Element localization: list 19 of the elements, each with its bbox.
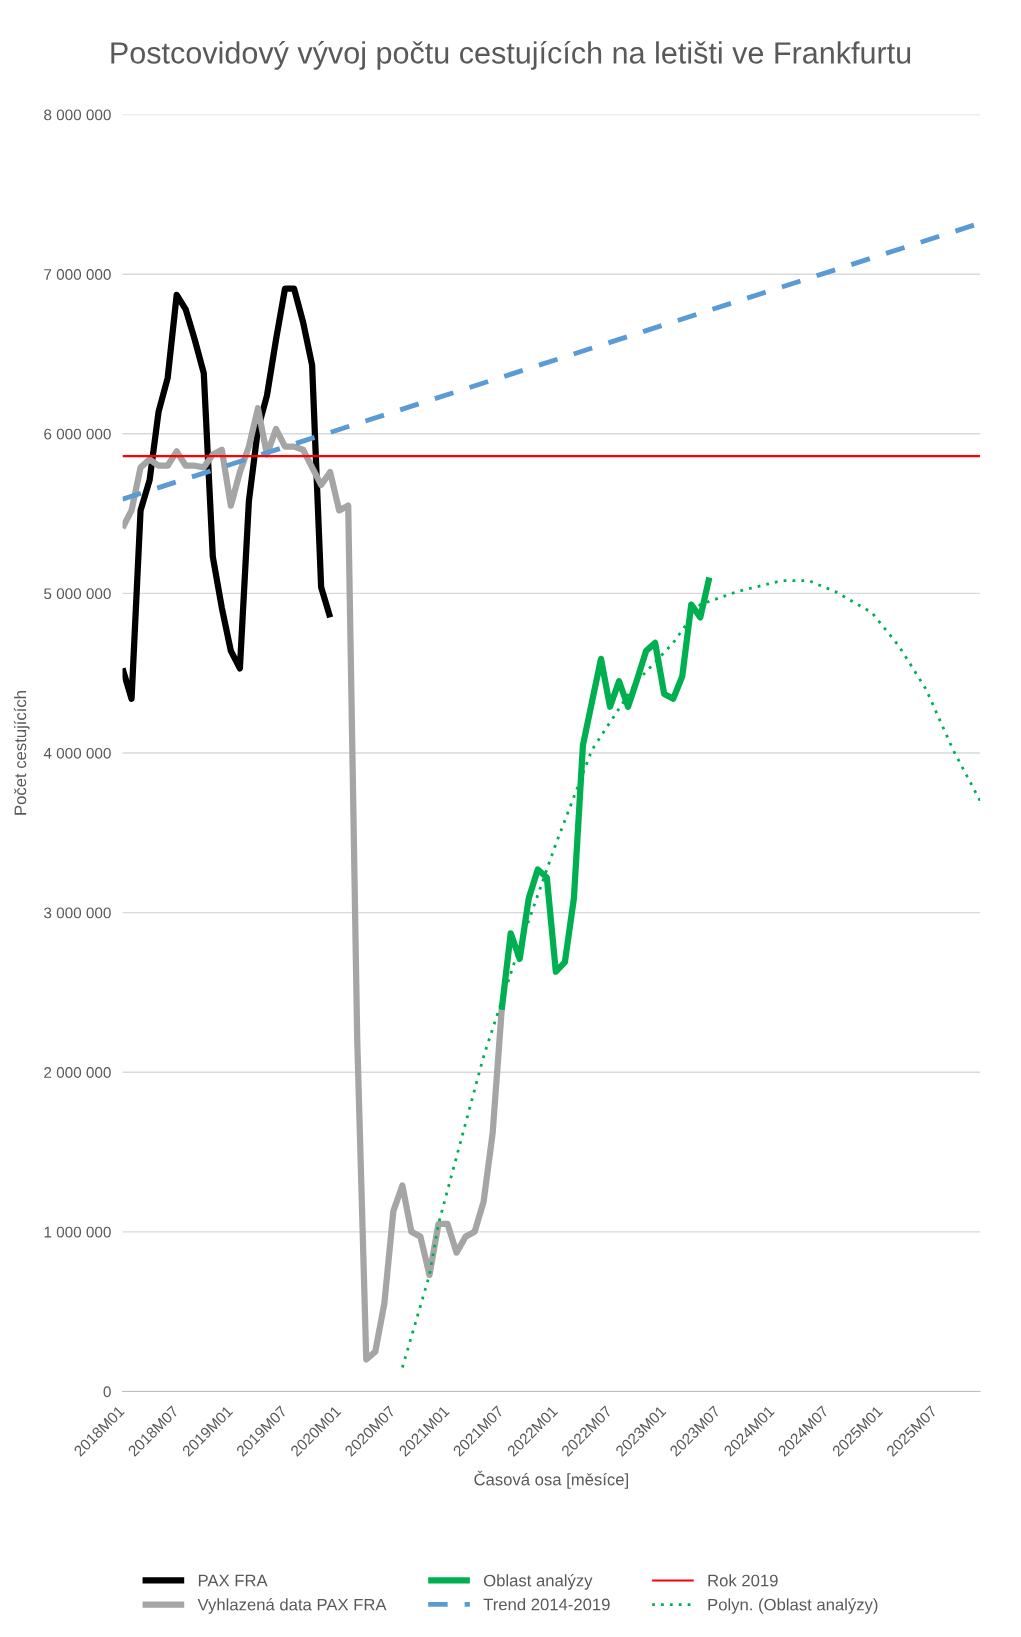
y-tick-label: 4 000 000 [43, 747, 111, 759]
y-tick-label: 2 000 000 [44, 1067, 111, 1078]
x-axis-title: Časová osa [měsíce] [474, 1470, 628, 1489]
y-tick-label: 7 000 000 [44, 269, 111, 280]
legend-label: Trend 2014-2019 [483, 1598, 610, 1611]
legend-label: Polyn. (Oblast analýzy) [708, 1598, 878, 1614]
y-tick-label: 8 000 000 [44, 109, 111, 121]
y-tick-label: 1 000 000 [44, 1226, 111, 1238]
y-tick-label: 6 000 000 [44, 428, 111, 440]
y-tick-label: 0 [103, 1386, 111, 1398]
y-axis-title: Počet cestujících [13, 691, 30, 815]
y-tick-label: 3 000 000 [44, 907, 111, 919]
y-tick-label: 5 000 000 [44, 588, 111, 600]
legend-label: Vyhlazená data PAX FRA [197, 1598, 387, 1614]
legend-label: PAX FRA [198, 1574, 268, 1587]
line-series [400, 579, 981, 1369]
chart-title: Postcovidový vývoj počtu cestujících na letišti ve Frankfurtu [111, 40, 911, 70]
legend-label: Oblast analýzy [483, 1574, 593, 1590]
legend-label: Rok 2019 [708, 1574, 778, 1587]
